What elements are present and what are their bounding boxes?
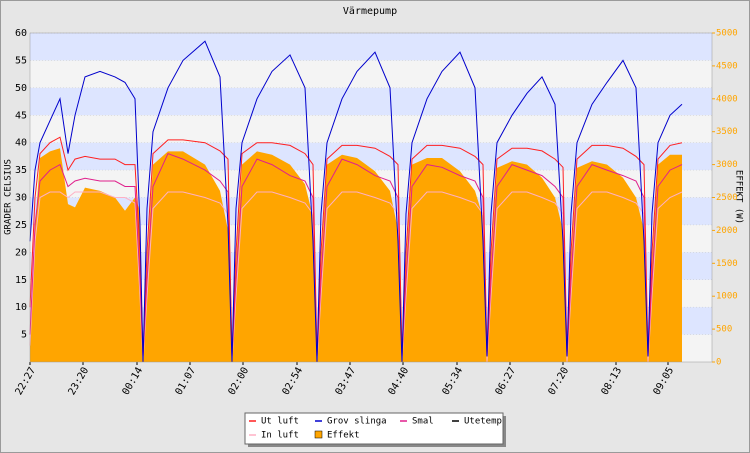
band [30,142,712,171]
y-tick-label: 40 [15,138,27,149]
legend-label: Ut luft [261,417,299,427]
chart-title: Värmepump [343,6,397,17]
line [29,152,683,357]
y2-tick-label: 4500 [716,61,738,71]
y-tick-label: 35 [15,165,27,176]
legend-label: Smal [412,417,434,427]
y-tick-label: 45 [15,110,27,121]
y-tick-label: 60 [15,28,27,39]
y2-tick-label: 500 [716,325,732,335]
y2-tick-label: 1000 [716,292,738,302]
y2-tick-label: 2000 [716,226,738,236]
y2-tick-label: 0 [716,358,721,368]
legend-label: Effekt [327,431,360,441]
y2-axis-label: EFFEKT (W) [734,170,744,224]
y-tick-label: 25 [15,220,27,231]
line [29,40,683,363]
line [29,191,683,363]
y-tick-label: 50 [15,83,27,94]
band [30,87,712,116]
y2-tick-label: 5000 [716,29,738,39]
y2-tick-label: 2500 [716,193,738,203]
line [29,136,683,357]
y-tick-label: 10 [15,302,27,313]
legend [244,412,506,447]
y-tick-label: 30 [15,193,27,204]
legend-swatch [314,430,323,439]
legend-label: In luft [261,431,299,441]
y-tick-label: 20 [15,247,27,258]
y-axis-label: GRADER CELSIUS [4,159,14,235]
y-tick-label: 15 [15,275,27,286]
legend-box [244,412,504,445]
legend-label: Utetemp [464,417,502,427]
legend-label: Grov slinga [327,417,387,427]
y2-tick-label: 4000 [716,94,738,104]
y2-tick-label: 3000 [716,160,738,170]
y2-tick-label: 1500 [716,259,738,269]
y2-tick-label: 3500 [716,127,738,137]
y-tick-label: 5 [21,330,27,341]
area [30,148,682,362]
plot-frame [29,32,713,363]
y-tick-label: 55 [15,55,27,66]
